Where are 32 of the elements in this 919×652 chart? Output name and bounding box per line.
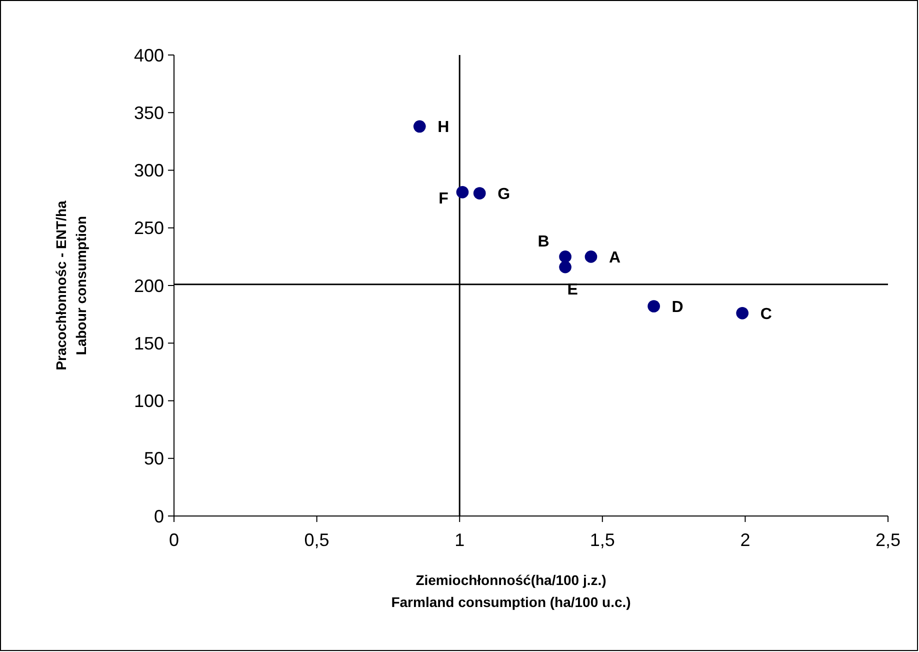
- y-tick-label: 150: [134, 333, 164, 354]
- y-tick-label: 300: [134, 160, 164, 181]
- point: [584, 250, 598, 263]
- point: [473, 187, 486, 200]
- annotation: G: [498, 186, 510, 203]
- x-axis-title: Ziemiochłonność(ha/100 j.z.) Farmland consumption (ha/100 u.c.): [391, 572, 631, 610]
- y-tick-label: 50: [144, 448, 164, 469]
- point: [456, 186, 469, 198]
- y-tick-label: 400: [134, 45, 164, 66]
- x-tick-label: 2: [740, 530, 750, 550]
- x-tick-label: 2,5: [875, 530, 901, 550]
- y-tick-label: 200: [134, 276, 164, 296]
- annotation: C: [760, 306, 772, 323]
- y-tick-label: 250: [134, 218, 164, 238]
- annotation: A: [608, 249, 621, 266]
- x-tick-label: 1: [454, 530, 465, 550]
- x-tick-label: 1,5: [590, 530, 615, 550]
- point: [413, 120, 426, 133]
- point: [559, 250, 572, 263]
- y-tick-label: 0: [154, 506, 164, 526]
- y-tick-label: 100: [134, 391, 164, 412]
- x-tick-label: 0,5: [304, 530, 330, 550]
- y-tick-label: 350: [134, 102, 164, 123]
- x-tick-label: 0: [168, 530, 180, 550]
- annotation: D: [672, 298, 684, 316]
- annotation: F: [438, 190, 449, 208]
- point: [559, 260, 572, 274]
- point: [648, 300, 660, 312]
- point: [736, 306, 749, 320]
- y-axis-title: Pracochłonnośc - ENT/ha Labour consumption: [53, 200, 89, 370]
- annotation: H: [438, 119, 450, 136]
- annotation: B: [538, 233, 550, 250]
